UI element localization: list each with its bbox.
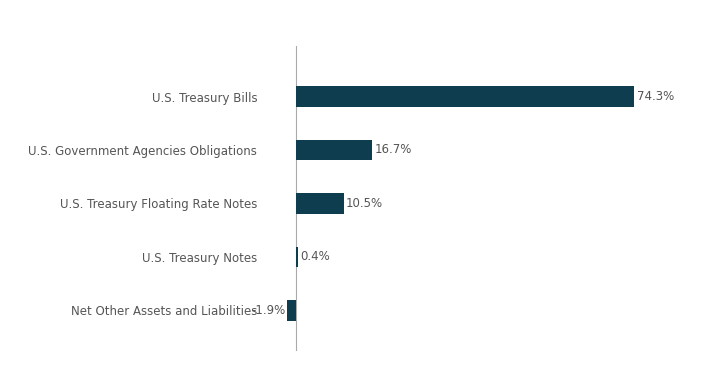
Text: 74.3%: 74.3% (636, 90, 674, 103)
Text: -1.9%: -1.9% (251, 304, 285, 317)
Bar (296, 193, 344, 214)
Text: 0.4%: 0.4% (300, 250, 330, 263)
Bar (288, 300, 296, 320)
Text: 16.7%: 16.7% (375, 144, 412, 157)
Bar (296, 247, 298, 267)
Bar (296, 86, 634, 107)
Bar (296, 140, 372, 160)
Text: 10.5%: 10.5% (346, 197, 383, 210)
